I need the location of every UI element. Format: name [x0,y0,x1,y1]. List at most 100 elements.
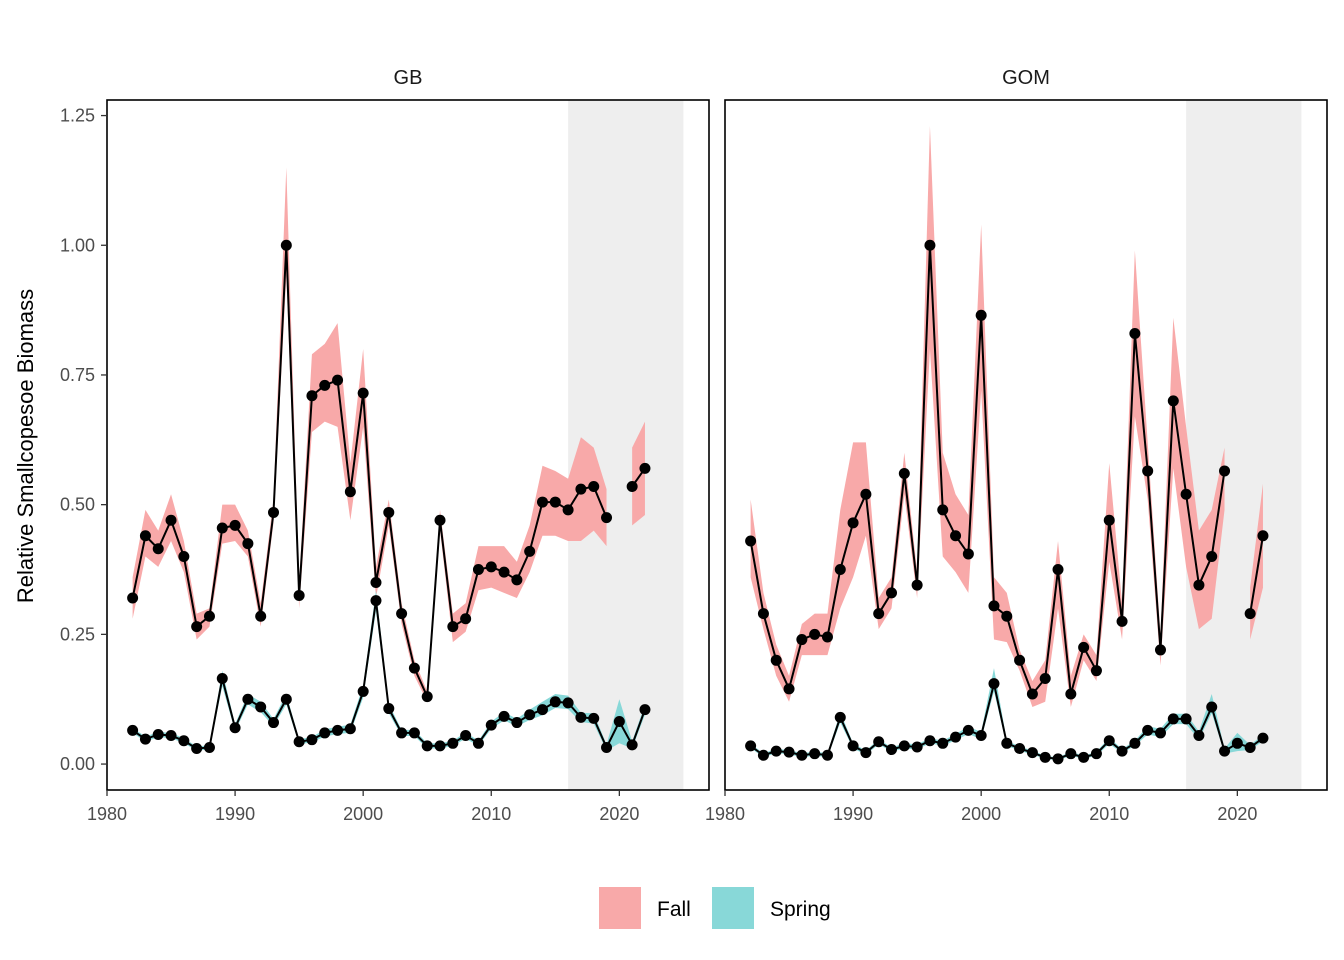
spring-point [1103,735,1115,747]
fall-point [1193,579,1205,591]
spring-point [472,737,484,749]
fall-point [1116,615,1128,627]
fall-point [745,535,757,547]
spring-point [1129,737,1141,749]
fall-point [757,608,769,620]
fall-point [1090,665,1102,677]
fall-point [1014,654,1026,666]
spring-point [178,735,190,747]
spring-point [1193,730,1205,742]
x-tick-label: 2020 [1217,804,1257,824]
spring-point [937,737,949,749]
legend: Fall Spring [599,887,831,929]
fall-line [749,245,1226,696]
spring-point [639,704,651,716]
fall-point [796,634,808,646]
fall-point [1142,465,1154,477]
fall-point [975,309,987,321]
fall-point [1103,514,1115,526]
fall-point [1257,530,1269,542]
spring-point [383,703,395,715]
spring-point [924,735,936,747]
y-tick-label: 1.00 [60,235,95,255]
spring-point [601,741,613,753]
spring-point [873,736,885,748]
fall-point [988,600,1000,612]
fall-point [937,504,949,516]
spring-point [975,730,987,742]
y-tick-label: 0.75 [60,365,95,385]
fall-point [447,621,459,633]
x-tick-label: 2000 [961,804,1001,824]
fall-point [886,587,898,599]
fall-point [924,239,936,251]
spring-point [898,740,910,752]
fall-point [639,462,651,474]
spring-point [498,710,510,722]
fall-point [1078,641,1090,653]
spring-point [165,730,177,742]
panel-border [724,99,1328,791]
fall-point [344,486,356,498]
spring-point [1219,745,1231,757]
fall-point [370,576,382,588]
spring-point [834,711,846,723]
spring-point [191,742,203,754]
fall-point [1129,327,1141,339]
spring-point [152,728,164,740]
spring-point [783,746,795,758]
panel-border [106,99,710,791]
spring-point [588,712,600,724]
fall-point [319,379,331,391]
fall-ribbon [632,421,645,526]
spring-point [575,711,587,723]
spring-point [229,722,241,734]
fall-point [255,610,267,622]
fall-point [834,564,846,576]
fall-point [280,239,292,251]
spring-point [1142,724,1154,736]
fall-ribbon [1250,483,1263,640]
fall-point [191,621,203,633]
x-tick-label: 2010 [471,804,511,824]
fall-point [434,514,446,526]
fall-point [396,608,408,620]
shaded-period [1186,100,1302,790]
spring-point [370,595,382,607]
spring-point [127,724,139,736]
spring-point [962,724,974,736]
fall-point [549,496,561,508]
spring-point [1052,753,1064,765]
spring-point [396,727,408,739]
fall-point [242,538,254,550]
y-tick-label: 0.00 [60,754,95,774]
spring-point [1206,701,1218,713]
fall-point [511,574,523,586]
fall-point [575,483,587,495]
spring-point [1090,748,1102,760]
fall-point [1244,608,1256,620]
panel-gom: GOM 1980 1990 2000 2010 2020 [705,67,1328,824]
fall-point [332,374,344,386]
spring-point [203,741,215,753]
spring-point [460,730,472,742]
legend-label-fall: Fall [657,898,691,921]
fall-point [203,610,215,622]
fall-point [950,530,962,542]
fall-point [1065,688,1077,700]
x-tick-label: 1980 [705,804,745,824]
spring-point [319,727,331,739]
spring-point [1078,751,1090,763]
x-tick-label: 1980 [87,804,127,824]
fall-point [588,481,600,493]
fall-point [268,506,280,518]
spring-point [1001,737,1013,749]
fall-point [783,683,795,695]
fall-point [139,530,151,542]
spring-point [511,717,523,729]
spring-point [770,745,782,757]
fall-point [485,561,497,573]
spring-point [809,748,821,760]
spring-point [988,678,1000,690]
